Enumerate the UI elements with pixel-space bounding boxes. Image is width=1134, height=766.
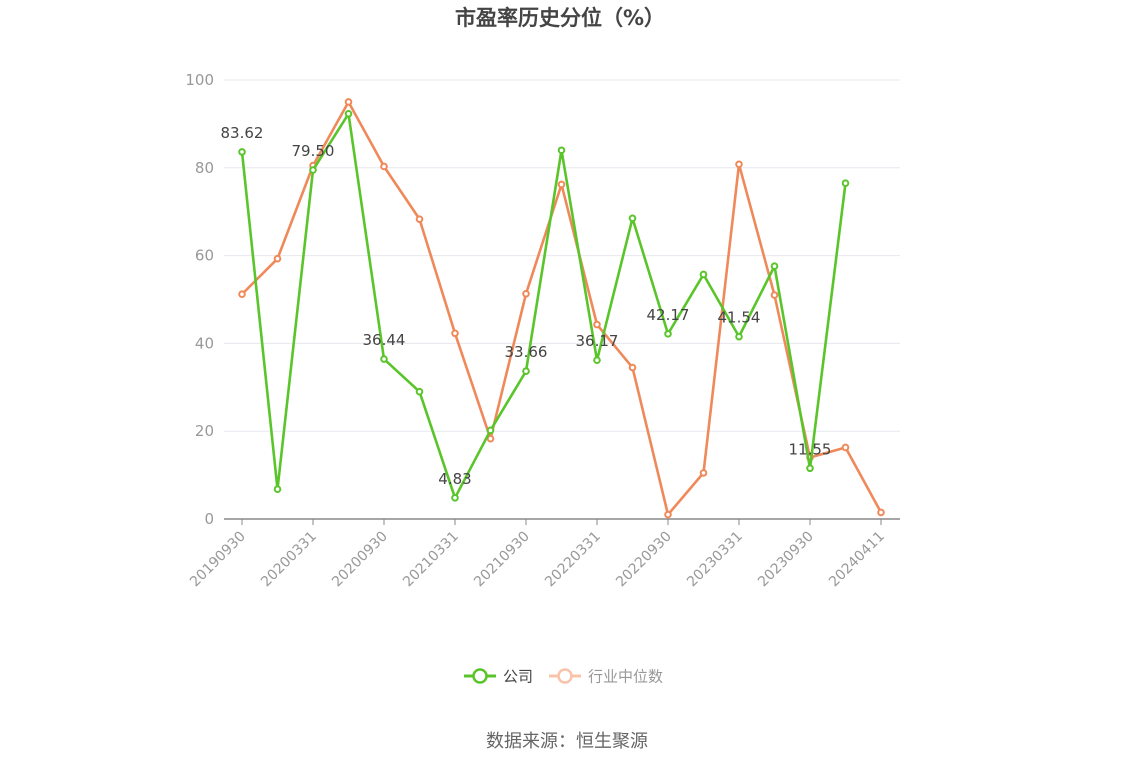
x-tick-label: 20220331: [542, 529, 604, 591]
y-tick-label: 0: [204, 510, 214, 528]
data-point: [628, 214, 637, 223]
x-tick-label: 20230331: [684, 529, 746, 591]
data-point: [273, 254, 282, 263]
data-labels: 83.62 79.50 36.44 4.83 33.66 36.17 42.17 41.54 1…: [221, 124, 832, 488]
chart-title: 市盈率历史分位（%）: [455, 6, 665, 30]
data-point: [557, 146, 566, 155]
x-tick-label: 20220930: [613, 529, 675, 591]
data-label: 11.55: [789, 440, 832, 458]
data-point: [877, 508, 885, 517]
x-tick-label: 20190930: [187, 529, 249, 591]
data-point: [593, 320, 601, 329]
x-tick-label: 20240411: [826, 529, 888, 591]
legend-item[interactable]: 公司: [464, 668, 533, 686]
data-label: 36.44: [363, 331, 406, 349]
y-tick-label: 20: [195, 422, 214, 440]
data-point: [522, 289, 530, 298]
data-point: [735, 332, 743, 341]
data-source: 数据来源：恒生聚源: [486, 731, 648, 752]
x-tick-label: 20210930: [471, 529, 533, 591]
x-tick-label: 20200930: [329, 529, 391, 591]
data-point: [238, 290, 246, 299]
data-point: [841, 443, 850, 452]
data-label: 42.17: [647, 306, 690, 324]
data-point: [522, 367, 530, 376]
data-point: [628, 363, 637, 372]
data-point: [309, 166, 317, 174]
legend[interactable]: 公司 行业中位数: [464, 668, 663, 686]
data-point: [380, 355, 388, 363]
series-line-行业中位数: [241, 100, 883, 516]
y-tick-label: 80: [195, 159, 214, 177]
data-point: [699, 469, 708, 477]
x-tick-label: 20230930: [755, 529, 817, 591]
data-label: 83.62: [221, 124, 264, 142]
series-group: [238, 98, 885, 519]
data-point: [415, 215, 424, 223]
data-label: 36.17: [576, 332, 619, 350]
legend-label: 行业中位数: [588, 668, 663, 686]
data-point: [344, 98, 353, 106]
data-point: [770, 291, 779, 299]
data-label: 4.83: [438, 470, 471, 488]
series-line-公司: [240, 112, 847, 500]
legend-marker-icon: [557, 668, 573, 684]
y-tick-label: 100: [185, 71, 214, 89]
data-label: 33.66: [505, 343, 548, 361]
data-point: [273, 485, 282, 493]
data-point: [451, 493, 459, 502]
y-tick-label: 60: [195, 247, 214, 265]
data-point: [451, 329, 459, 338]
data-point: [841, 179, 850, 187]
data-point: [664, 330, 672, 338]
data-point: [806, 464, 814, 473]
data-point: [664, 510, 672, 519]
data-point: [593, 356, 601, 365]
x-tick-label: 20210331: [400, 529, 462, 591]
data-point: [557, 180, 566, 189]
y-tick-label: 40: [195, 334, 214, 352]
data-label: 41.54: [718, 309, 761, 327]
data-point: [344, 110, 353, 118]
data-point: [415, 387, 424, 396]
data-point: [770, 262, 779, 270]
data-point: [699, 270, 708, 279]
data-point: [380, 162, 388, 171]
data-point: [735, 160, 743, 169]
legend-label: 公司: [503, 668, 533, 686]
data-point: [238, 148, 246, 156]
data-label: 79.50: [292, 142, 335, 160]
data-point: [486, 434, 495, 443]
legend-marker-icon: [472, 668, 488, 684]
x-axis-ticks: 20190930 20200331 20200930 20210331 20210930…: [187, 519, 888, 590]
legend-item[interactable]: 行业中位数: [549, 668, 663, 686]
grid-lines: [224, 79, 900, 432]
data-point: [486, 426, 495, 435]
y-axis-ticks: 0 20 40 60 80 100: [185, 71, 214, 528]
x-tick-label: 20200331: [258, 529, 320, 591]
